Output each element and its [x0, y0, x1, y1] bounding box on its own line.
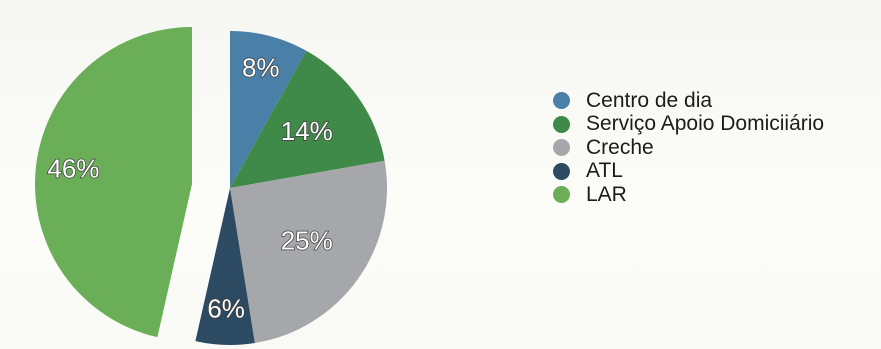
- legend-label: Centro de dia: [586, 88, 713, 112]
- pie-labels: 8% 14% 25% 6% 46%: [47, 52, 334, 324]
- legend-swatch: [553, 162, 570, 180]
- legend-label: LAR: [586, 182, 627, 206]
- legend-item-creche: Creche: [553, 136, 824, 160]
- chart-legend: Centro de dia Serviço Apoio Domiciiário …: [553, 89, 824, 207]
- pie-slice-1: [230, 50, 385, 188]
- legend-item-centro-de-dia: Centro de dia: [553, 89, 824, 113]
- legend-label: ATL: [586, 159, 623, 183]
- slice-label-1: 14%: [281, 116, 333, 146]
- pie-slice-3: [195, 188, 255, 345]
- legend-item-atl: ATL: [553, 159, 824, 184]
- pie-slice-0: [230, 31, 307, 188]
- legend-swatch: [553, 139, 570, 157]
- slice-label-0: 8%: [242, 52, 280, 82]
- slice-label-4: 46%: [47, 154, 99, 184]
- legend-label: Creche: [586, 135, 654, 159]
- legend-swatch: [553, 92, 570, 110]
- pie-slice-2: [230, 160, 387, 344]
- legend-swatch: [553, 115, 570, 133]
- pie-slices: [34, 27, 387, 345]
- legend-swatch: [553, 186, 570, 204]
- slice-label-2: 25%: [281, 226, 333, 256]
- legend-item-servico-apoio-domiciliario: Serviço Apoio Domiciiário: [553, 112, 825, 137]
- slice-label-3: 6%: [207, 293, 245, 323]
- legend-label: Serviço Apoio Domiciiário: [586, 112, 825, 136]
- pie-slice-4: [34, 27, 192, 338]
- legend-item-lar: LAR: [553, 183, 824, 207]
